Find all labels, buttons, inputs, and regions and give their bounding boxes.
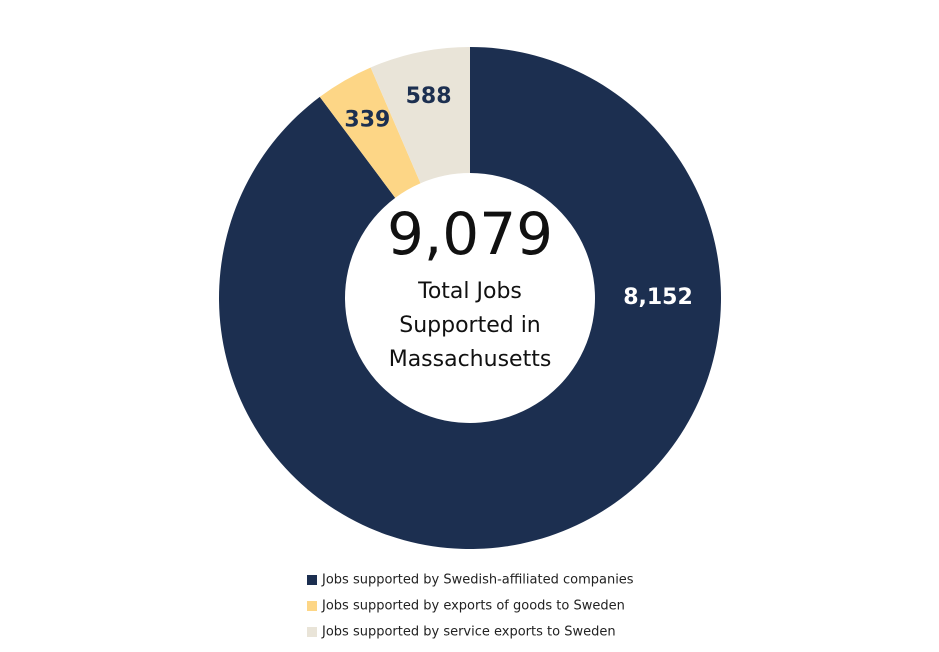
legend-label: Jobs supported by Swedish-affiliated com…: [321, 573, 634, 588]
legend-label: Jobs supported by service exports to Swe…: [321, 625, 616, 640]
legend-label: Jobs supported by exports of goods to Sw…: [321, 599, 625, 614]
center-text: Supported in: [399, 313, 541, 338]
donut-slice: [370, 47, 470, 184]
legend-swatch: [307, 601, 317, 611]
data-label: 588: [406, 84, 452, 109]
data-label: 339: [344, 108, 390, 133]
data-label: 8,152: [623, 285, 693, 310]
donut-slice: [319, 67, 421, 198]
center-value: 9,079: [387, 200, 553, 268]
legend-swatch: [307, 575, 317, 585]
donut-slice: [218, 47, 721, 549]
legend-swatch: [307, 627, 317, 637]
center-text: Total Jobs: [417, 279, 522, 304]
center-text: Massachusetts: [389, 347, 552, 372]
